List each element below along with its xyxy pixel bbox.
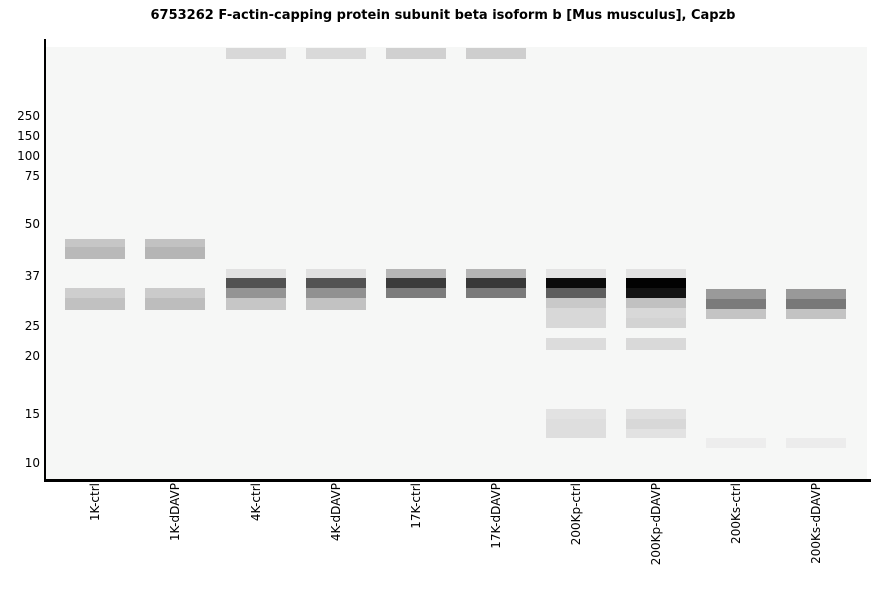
gel-band	[386, 288, 446, 298]
gel-band	[306, 288, 366, 298]
y-tick-label-150: 150	[17, 129, 40, 143]
gel-band	[145, 298, 205, 310]
gel-band	[226, 298, 286, 310]
gel-band	[786, 309, 846, 319]
gel-band	[626, 308, 686, 318]
gel-band	[786, 299, 846, 309]
lane-label-17K-ctrl: 17K-ctrl	[409, 483, 423, 529]
y-tick-label-100: 100	[17, 149, 40, 163]
y-tick-label-75: 75	[24, 169, 40, 183]
gel-band	[706, 299, 766, 309]
gel-band	[145, 247, 205, 259]
gel-band	[65, 298, 125, 310]
lane-label-1K-dDAVP: 1K-dDAVP	[168, 483, 182, 542]
gel-band	[386, 269, 446, 278]
gel-band	[65, 288, 125, 298]
y-tick-label-20: 20	[24, 349, 40, 363]
gel-band	[386, 48, 446, 59]
gel-band	[546, 278, 606, 288]
gel-band	[306, 278, 366, 288]
gel-band	[546, 298, 606, 308]
gel-band	[466, 278, 526, 288]
y-tick-label-250: 250	[17, 109, 40, 123]
chart-title: 6753262 F-actin-capping protein subunit …	[150, 8, 736, 23]
lane-label-200Kp-ctrl: 200Kp-ctrl	[569, 483, 583, 546]
gel-band	[546, 409, 606, 419]
lane-label-4K-dDAVP: 4K-dDAVP	[329, 483, 343, 542]
y-axis-spine	[44, 39, 46, 482]
gel-band	[306, 269, 366, 278]
gel-band	[546, 419, 606, 438]
x-axis-spine	[44, 479, 871, 482]
y-tick-label-15: 15	[24, 407, 40, 421]
y-tick-label-10: 10	[24, 456, 40, 470]
gel-band	[626, 298, 686, 308]
gel-band	[546, 308, 606, 328]
gel-band	[626, 278, 686, 288]
gel-band	[546, 288, 606, 298]
gel-band	[706, 309, 766, 319]
gel-band	[786, 438, 846, 448]
gel-band	[145, 239, 205, 247]
lane-label-4K-ctrl: 4K-ctrl	[249, 483, 263, 522]
gel-band	[386, 278, 446, 288]
gel-band	[786, 289, 846, 299]
gel-band	[626, 338, 686, 350]
gel-band	[626, 419, 686, 429]
gel-band	[306, 48, 366, 59]
gel-band	[546, 338, 606, 350]
gel-band	[626, 318, 686, 328]
gel-band	[546, 269, 606, 278]
gel-band	[706, 438, 766, 448]
y-tick-label-50: 50	[24, 217, 40, 231]
gel-band	[466, 288, 526, 298]
gel-band	[226, 269, 286, 278]
lane-label-200Ks-dDAVP: 200Ks-dDAVP	[809, 483, 823, 564]
gel-band	[706, 289, 766, 299]
gel-band	[306, 298, 366, 310]
gel-band	[466, 269, 526, 278]
gel-band	[626, 288, 686, 298]
y-tick-label-25: 25	[24, 319, 40, 333]
plot-area	[46, 47, 867, 479]
gel-band	[226, 288, 286, 298]
lane-label-200Ks-ctrl: 200Ks-ctrl	[729, 483, 743, 544]
y-tick-label-37: 37	[24, 269, 40, 283]
lane-label-200Kp-dDAVP: 200Kp-dDAVP	[649, 483, 663, 566]
gel-band	[626, 269, 686, 278]
gel-band	[65, 239, 125, 247]
gel-band	[226, 278, 286, 288]
gel-band	[145, 288, 205, 298]
gel-band	[466, 48, 526, 59]
gel-band	[226, 48, 286, 59]
gel-band	[65, 247, 125, 259]
lane-label-17K-dDAVP: 17K-dDAVP	[489, 483, 503, 549]
gel-band	[626, 429, 686, 438]
gel-band	[626, 409, 686, 419]
lane-label-1K-ctrl: 1K-ctrl	[88, 483, 102, 522]
